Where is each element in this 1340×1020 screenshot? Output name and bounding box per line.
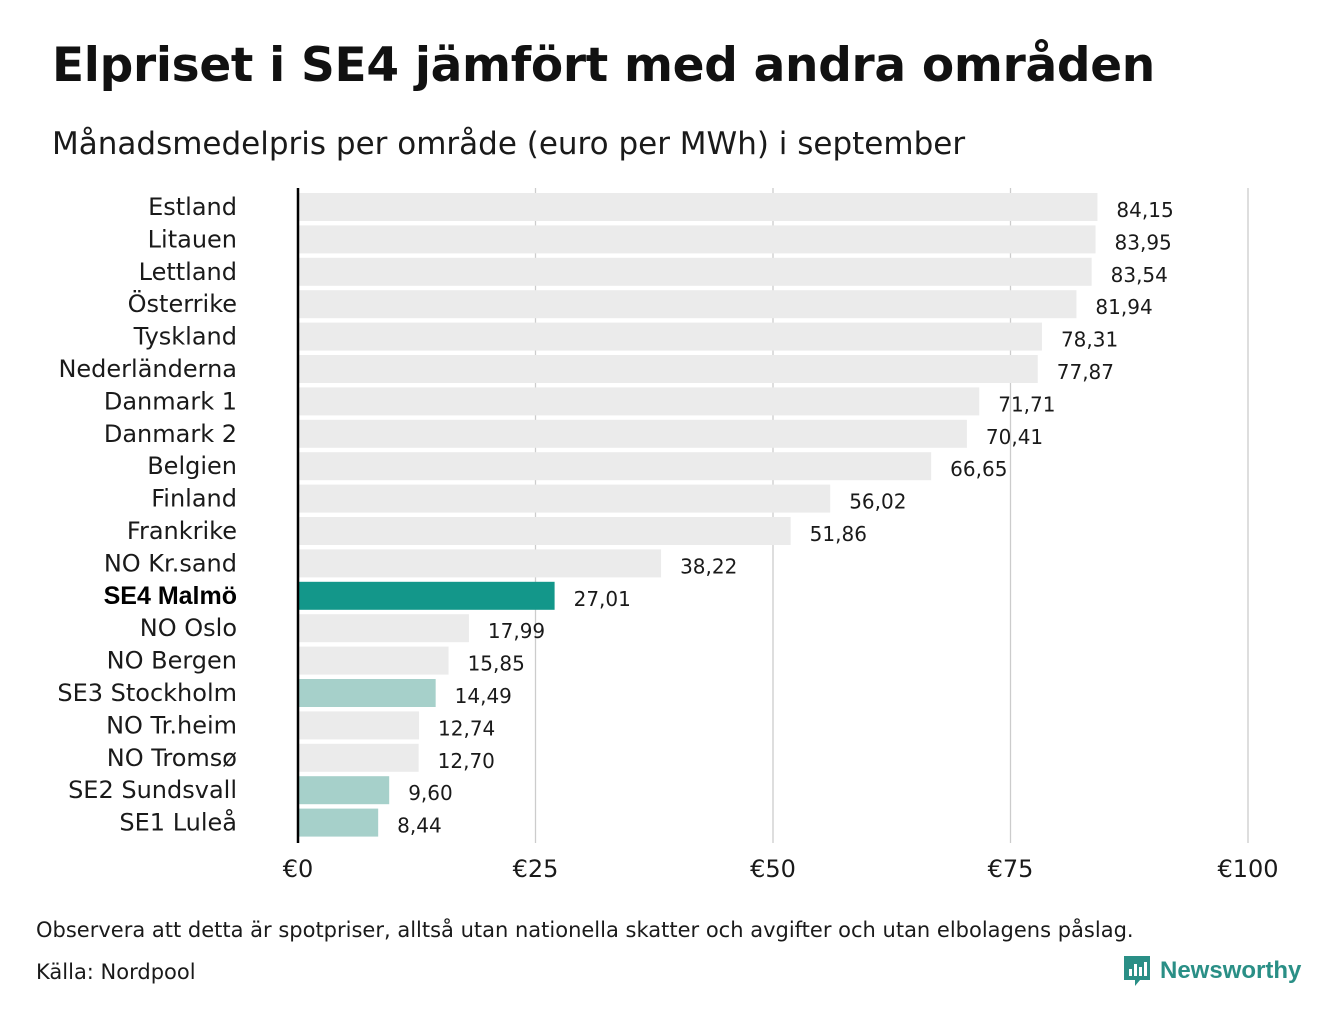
category-label: NO Tromsø (107, 744, 237, 772)
bar (298, 484, 831, 513)
value-label: 17,99 (488, 619, 545, 643)
category-label: Tyskland (133, 323, 237, 351)
value-label: 71,71 (998, 392, 1055, 416)
labels: Estland 84,15 Litauen 83,95 Lettland 83,54 Öst… (57, 193, 1173, 838)
bar (298, 776, 390, 805)
value-label: 70,41 (986, 425, 1043, 449)
value-label: 12,74 (438, 716, 495, 740)
category-label: NO Oslo (140, 614, 237, 642)
value-label: 8,44 (397, 814, 442, 838)
value-label: 66,65 (950, 457, 1007, 481)
category-label: SE1 Luleå (119, 808, 237, 837)
value-label: 51,86 (810, 522, 867, 546)
bar (298, 743, 419, 772)
category-label: NO Tr.heim (106, 711, 237, 739)
bars (298, 193, 1098, 837)
bar (298, 257, 1092, 286)
x-tick-label: €100 (1217, 855, 1278, 883)
value-label: 12,70 (438, 749, 495, 773)
category-label: Nederländerna (58, 355, 237, 383)
x-tick-label: €75 (988, 855, 1034, 883)
bar (298, 419, 967, 448)
chart-title: Elpriset i SE4 jämfört med andra områden (52, 38, 1155, 93)
bar (298, 290, 1077, 319)
value-label: 9,60 (408, 781, 453, 805)
category-label: Danmark 2 (104, 420, 237, 448)
value-label: 84,15 (1116, 198, 1173, 222)
category-label: Lettland (139, 258, 237, 286)
x-tick-label: €50 (750, 855, 796, 883)
bar (298, 581, 555, 610)
footnote: Observera att detta är spotpriser, allts… (36, 918, 1134, 942)
category-label: Belgien (147, 452, 237, 480)
brand-logo[interactable]: Newsworthy (1122, 954, 1301, 988)
brand-name: Newsworthy (1160, 957, 1302, 984)
category-label: SE2 Sundsvall (68, 776, 237, 804)
bar (298, 452, 932, 481)
category-label: SE3 Stockholm (57, 679, 237, 707)
x-tick-label: €25 (513, 855, 559, 883)
value-label: 38,22 (680, 554, 737, 578)
bar (298, 517, 791, 545)
category-label: SE4 Malmö (104, 582, 237, 610)
newsworthy-logo-icon (1124, 956, 1150, 986)
value-label: 78,31 (1061, 328, 1118, 352)
value-label: 56,02 (849, 490, 906, 514)
x-tick-label: €0 (283, 855, 314, 883)
bar (298, 549, 662, 578)
value-label: 77,87 (1057, 360, 1114, 384)
category-label: Danmark 1 (104, 387, 237, 415)
category-label: Litauen (148, 225, 237, 253)
category-label: NO Bergen (107, 647, 237, 675)
bar (298, 387, 980, 416)
category-label: Österrike (128, 289, 237, 318)
bar (298, 322, 1042, 351)
bar (298, 711, 420, 740)
axes: €0 €25 €50 €75 €100 (283, 188, 1279, 883)
source-text: Källa: Nordpool (36, 960, 196, 984)
value-label: 81,94 (1095, 295, 1152, 319)
category-label: Estland (148, 193, 237, 221)
bar (298, 614, 469, 643)
bar (298, 646, 449, 675)
value-label: 15,85 (468, 652, 525, 676)
category-label: Finland (151, 485, 237, 513)
category-label: Frankrike (127, 517, 237, 545)
value-label: 14,49 (455, 684, 512, 708)
bar (298, 808, 379, 837)
value-label: 83,54 (1111, 263, 1168, 287)
value-label: 27,01 (574, 587, 631, 611)
bar (298, 679, 436, 707)
chart-subtitle: Månadsmedelpris per område (euro per MWh… (52, 126, 966, 162)
bar (298, 193, 1098, 221)
category-label: NO Kr.sand (104, 549, 237, 577)
bar (298, 225, 1096, 254)
value-label: 83,95 (1115, 230, 1172, 254)
bar (298, 355, 1038, 383)
